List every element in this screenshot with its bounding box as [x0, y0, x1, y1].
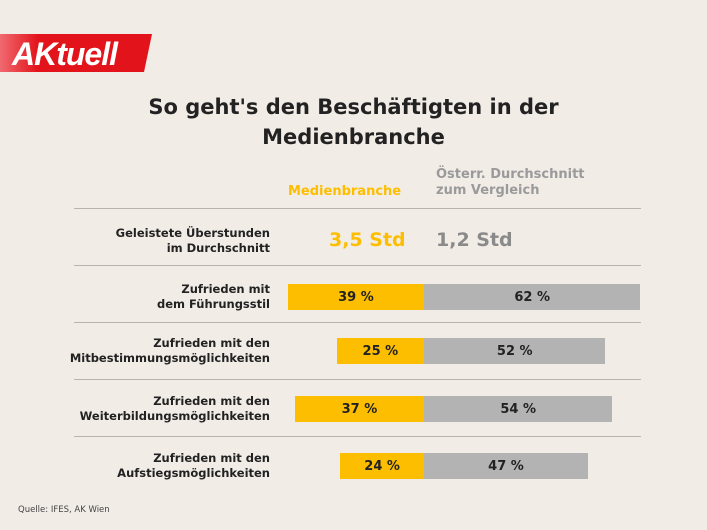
category-label-line: Mitbestimmungsmöglichkeiten	[69, 351, 270, 365]
category-label: Zufrieden mit den Weiterbildungsmöglichke…	[80, 394, 270, 424]
separator	[74, 265, 641, 266]
category-label-line: Weiterbildungsmöglichkeiten	[79, 409, 270, 423]
legend-austria-line-2: zum Vergleich	[436, 183, 540, 198]
chart-title: So geht's den Beschäftigten in der Medie…	[0, 92, 707, 152]
source-note: Quelle: IFES, AK Wien	[18, 505, 110, 515]
bar-media: 25 %	[336, 338, 424, 364]
legend-austria: Österr. Durchschnitt zum Vergleich	[436, 167, 585, 199]
bar-austria: 54 %	[424, 396, 613, 422]
overtime-austria-value: 1,2 Std	[436, 229, 513, 251]
separator	[74, 322, 641, 323]
bar-media: 39 %	[287, 284, 424, 310]
category-label-line: dem Führungsstil	[156, 297, 270, 311]
category-label-line: Zufrieden mit den	[153, 394, 270, 408]
overtime-label-line-2: im Durchschnitt	[166, 241, 270, 255]
separator	[74, 436, 641, 437]
category-label-line: Zufrieden mit den	[153, 336, 270, 350]
title-line-2: Medienbranche	[262, 125, 445, 149]
bar-media: 24 %	[340, 453, 424, 479]
category-label-line: Zufrieden mit den	[153, 451, 270, 465]
category-label: Zufrieden mit den Aufstiegsmöglichkeiten	[117, 451, 270, 481]
aktuell-logo: AKtuell	[0, 34, 152, 72]
overtime-label-line-1: Geleistete Überstunden	[115, 226, 270, 240]
category-label: Zufrieden mit dem Führungsstil	[157, 282, 270, 312]
category-label-line: Zufrieden mit	[181, 282, 270, 296]
bar-media: 37 %	[294, 396, 424, 422]
separator	[74, 379, 641, 380]
separator	[74, 208, 641, 209]
title-line-1: So geht's den Beschäftigten in der	[148, 95, 559, 119]
category-label: Zufrieden mit den Mitbestimmungsmöglichke…	[70, 336, 270, 366]
svg-text:AKtuell: AKtuell	[11, 36, 119, 72]
overtime-media-value: 3,5 Std	[329, 229, 406, 251]
legend-austria-line-1: Österr. Durchschnitt	[436, 167, 585, 182]
category-label-line: Aufstiegsmöglichkeiten	[117, 466, 270, 480]
bar-austria: 47 %	[424, 453, 589, 479]
bar-austria: 62 %	[424, 284, 641, 310]
legend-media: Medienbranche	[288, 184, 402, 199]
overtime-label: Geleistete Überstunden im Durchschnitt	[116, 226, 270, 256]
bar-austria: 52 %	[424, 338, 606, 364]
